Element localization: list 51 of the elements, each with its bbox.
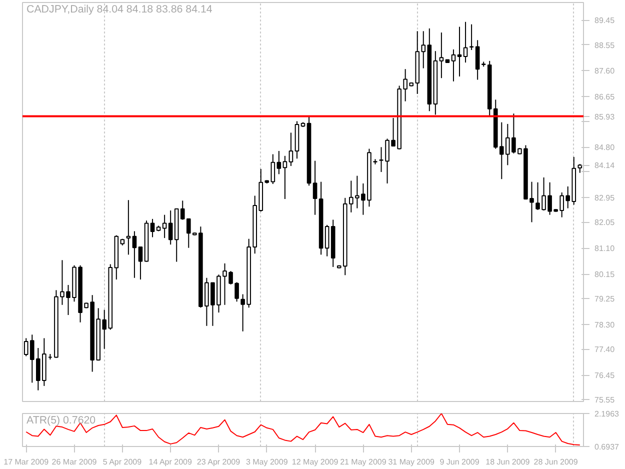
ref-line-label: 85.93 [594, 112, 616, 122]
x-tick-label: 23 Apr 2009 [196, 458, 241, 466]
candlestick [162, 214, 167, 239]
candlestick [150, 218, 155, 238]
y-tick-label: 78.30 [594, 320, 616, 330]
x-tick-label: 5 Apr 2009 [102, 458, 142, 466]
line-series [26, 414, 580, 446]
y-tick-label: 84.80 [594, 143, 616, 152]
x-tick-label: 18 Jun 2009 [486, 458, 530, 466]
y-tick-label: 80.15 [594, 270, 616, 280]
candlestick [126, 200, 131, 256]
candlestick [132, 230, 137, 278]
candlestick [457, 26, 462, 77]
candlestick [463, 21, 468, 64]
y-tick-label: 79.25 [594, 294, 616, 304]
x-tick-label: 21 May 2009 [340, 458, 387, 466]
y-tick-label: 2.1963 [594, 410, 620, 418]
candlestick [421, 30, 426, 69]
y-tick-label: 77.40 [594, 345, 616, 354]
x-tick-label: 26 Mar 2009 [52, 458, 98, 466]
candlestick [276, 150, 282, 175]
x-tick-label: 12 May 2009 [292, 458, 339, 466]
y-tick-label: 0.6937 [594, 442, 620, 452]
candlestick [324, 224, 330, 257]
y-tick-label: 88.55 [594, 40, 616, 50]
x-tick-label: 28 Jun 2009 [534, 458, 578, 466]
chart-title: CADJPY,Daily 84.04 84.18 83.86 84.14 [26, 4, 212, 16]
x-tick-label: 3 May 2009 [246, 458, 288, 466]
candlestick [312, 160, 318, 216]
candlestick [288, 132, 294, 166]
y-tick-label: 86.65 [594, 92, 616, 102]
y-tick-label: 82.95 [594, 194, 616, 203]
candlestick [469, 24, 474, 50]
y-tick-label: 75.55 [594, 396, 616, 405]
y-tick-label: 84.14 [594, 161, 616, 170]
x-tick-label: 17 Mar 2009 [4, 458, 50, 466]
x-tick-label: 31 May 2009 [388, 458, 436, 466]
y-tick-label: 89.45 [594, 16, 616, 26]
candlestick [168, 210, 173, 246]
y-tick-label: 82.05 [594, 218, 616, 228]
x-tick-label: 14 Apr 2009 [148, 458, 192, 466]
y-tick-label: 87.60 [594, 66, 616, 76]
candlestick [282, 155, 288, 200]
x-tick-label: 9 Jun 2009 [440, 458, 480, 466]
chart-title: ATR(5) 0.7620 [26, 414, 96, 426]
candlestick [451, 48, 456, 82]
candlestick [439, 32, 444, 79]
candlestick [138, 246, 143, 280]
y-tick-label: 81.10 [594, 244, 616, 254]
candlestick [475, 40, 480, 80]
y-tick-label: 76.45 [594, 371, 616, 380]
